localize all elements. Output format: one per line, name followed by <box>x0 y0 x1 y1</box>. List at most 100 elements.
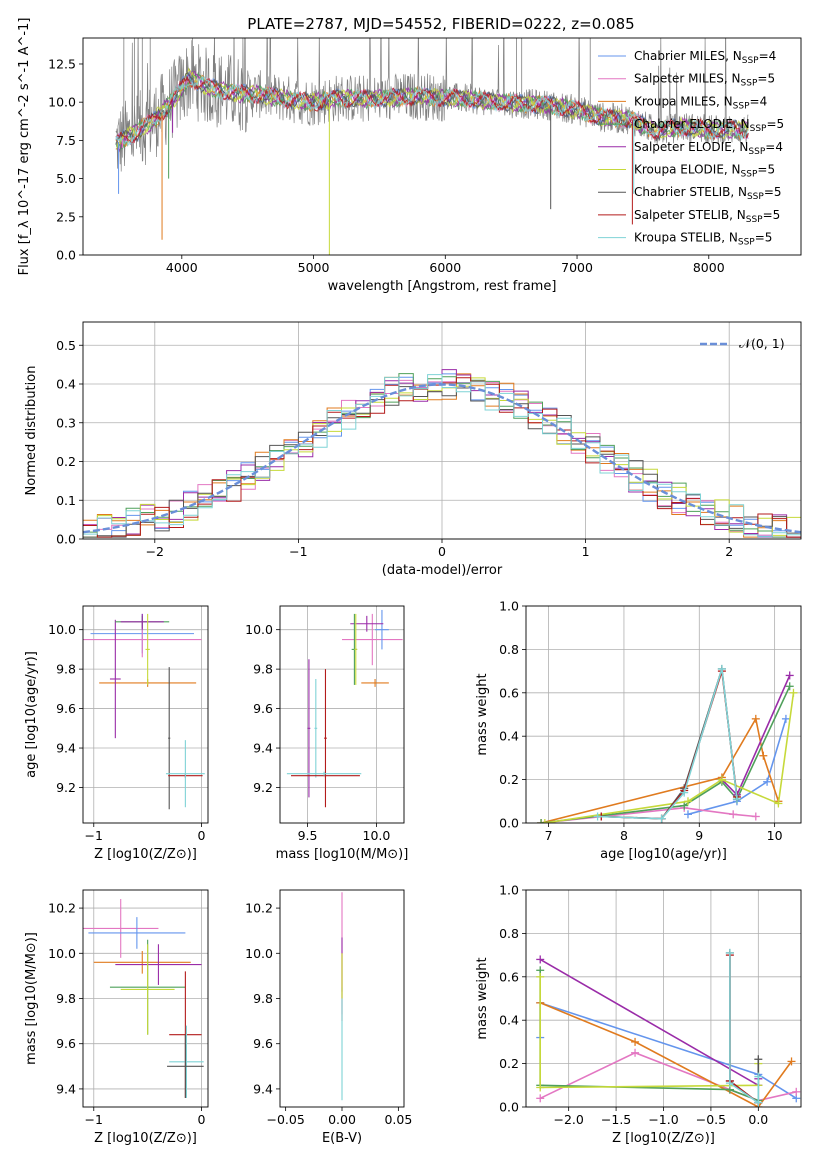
y-tick-label: 9.8 <box>56 991 76 1006</box>
x-tick-label: 0.00 <box>328 1112 356 1127</box>
x-tick-label: 7 <box>545 828 553 843</box>
weight-point-marker <box>792 1087 801 1096</box>
y-tick-label: 1.0 <box>499 599 519 614</box>
errorbar-point <box>167 1034 204 1098</box>
axes-frame <box>82 605 209 824</box>
x-tick-label: 8000 <box>693 260 725 275</box>
weight-series-line <box>601 668 738 820</box>
weight-series-line <box>539 976 760 1089</box>
weight-point-marker <box>536 1094 545 1103</box>
legend-label: Salpeter STELIB, NSSP=5 <box>634 208 780 225</box>
y-tick-label: 9.2 <box>56 780 76 795</box>
weight-series-line <box>541 685 791 823</box>
normal-reference-curve <box>83 383 801 534</box>
axes-frame <box>279 605 405 824</box>
x-tick-label: 5000 <box>298 260 330 275</box>
errorbar-point <box>169 1025 204 1098</box>
weight-point-marker <box>536 955 545 964</box>
y-tick-label: 9.2 <box>253 780 273 795</box>
y-tick-label: 9.8 <box>253 991 273 1006</box>
x-axis-label: wavelength [Angstrom, rest frame] <box>328 279 557 294</box>
y-tick-label: 0.1 <box>56 493 76 508</box>
y-tick-label: 0.0 <box>56 248 76 263</box>
y-tick-label: 0.4 <box>56 377 76 392</box>
errorbar-point <box>361 678 389 687</box>
spectrum-plot <box>115 38 749 255</box>
weight-point-marker <box>631 1037 640 1046</box>
y-axis-label: mass weight <box>475 957 490 1039</box>
age-vs-mass-panel: 9.5 10.0 9.2 9.4 9.6 9.8 10.0 mass [log10(M/M⊙)… <box>245 605 408 862</box>
y-tick-label: 0.2 <box>499 772 519 787</box>
weight-point-marker <box>593 812 602 821</box>
x-tick-label: 7000 <box>561 260 593 275</box>
spectrum-panel: 4000 5000 6000 7000 8000 0.0 2.5 5.0 7.5 10.0 12.5… <box>17 18 802 294</box>
errorbar-plot <box>83 613 205 810</box>
weight-point-marker <box>763 777 772 786</box>
weight-series-line <box>540 716 780 823</box>
errorbar-point <box>324 669 327 808</box>
y-axis-label: Flux [f_λ 10^-17 erg cm^-2 s^-1 A^-1] <box>17 18 32 276</box>
axes-frame <box>525 889 802 1108</box>
x-tick-label: 0 <box>198 828 206 843</box>
legend-label: Chabrier MILES, NSSP=4 <box>634 49 776 66</box>
weight-series-line <box>601 670 738 820</box>
y-axis-label: mass [log10(M/M⊙)] <box>24 932 39 1065</box>
y-tick-label: 0.0 <box>499 1100 519 1115</box>
y-tick-label: 9.4 <box>56 1081 76 1096</box>
figure-title: PLATE=2787, MJD=54552, FIBERID=0222, z=0… <box>247 15 634 33</box>
errorbar-point <box>120 613 164 630</box>
errorbar-point <box>120 944 175 1035</box>
y-tick-label: 9.8 <box>56 662 76 677</box>
x-tick-label: 9.5 <box>298 828 318 843</box>
weight-point-marker <box>540 819 549 823</box>
x-axis-label: Z [log10(Z/Z⊙)] <box>94 1131 197 1146</box>
weight-vs-Z-panel: −2.0 −1.5 −1.0 −0.5 0.0 0.0 0.2 0.4 0.6 0.8 1.0 Z [… <box>475 883 802 1146</box>
x-tick-label: −0.05 <box>266 1112 304 1127</box>
y-tick-label: 0.5 <box>56 338 76 353</box>
x-axis-label: (data-model)/error <box>382 563 503 578</box>
weight-point-marker <box>759 751 768 760</box>
errorbar-point <box>88 917 186 949</box>
errorbar-point <box>115 944 202 985</box>
x-axis-label: Z [log10(Z/Z⊙)] <box>94 847 197 862</box>
weight-point-marker <box>729 810 738 819</box>
x-tick-label: 0.0 <box>748 1112 768 1127</box>
y-tick-label: 10.0 <box>48 622 76 637</box>
y-tick-label: 0.0 <box>56 532 76 547</box>
y-tick-label: 0.0 <box>499 816 519 831</box>
x-tick-label: 6000 <box>429 260 461 275</box>
x-tick-label: −2 <box>146 544 164 559</box>
legend-label: Chabrier ELODIE, NSSP=5 <box>634 117 784 134</box>
y-tick-label: 9.6 <box>56 701 76 716</box>
legend-label: Salpeter ELODIE, NSSP=4 <box>634 140 783 157</box>
legend-label: Kroupa ELODIE, NSSP=5 <box>634 163 775 180</box>
y-tick-label: 0.4 <box>499 729 519 744</box>
legend-label: Kroupa STELIB, NSSP=5 <box>634 231 772 248</box>
y-tick-label: 5.0 <box>56 171 76 186</box>
weight-point-marker <box>754 1072 763 1081</box>
x-axis-label: Z [log10(Z/Z⊙)] <box>612 1131 715 1146</box>
weight-series-line <box>539 958 760 1087</box>
y-tick-label: 9.4 <box>253 741 273 756</box>
weight-point-marker <box>751 812 760 821</box>
y-tick-label: 9.6 <box>56 1036 76 1051</box>
y-tick-label: 9.8 <box>253 662 273 677</box>
weight-point-marker <box>717 775 726 784</box>
y-tick-label: 10.0 <box>245 946 273 961</box>
weight-point-marker <box>680 788 689 797</box>
x-tick-label: 1 <box>582 544 590 559</box>
x-tick-label: −2.0 <box>553 1112 583 1127</box>
x-tick-label: 0 <box>198 1112 206 1127</box>
weight-series-line <box>721 675 791 797</box>
axes-frame <box>279 889 405 1108</box>
y-tick-label: 9.6 <box>253 701 273 716</box>
weight-series-line <box>729 952 760 1105</box>
weight-point-marker <box>536 1083 545 1092</box>
y-tick-label: 10.0 <box>48 946 76 961</box>
axes-frame <box>82 37 802 256</box>
y-tick-label: 0.3 <box>56 415 76 430</box>
x-tick-label: −1.0 <box>648 1112 678 1127</box>
x-tick-label: −1 <box>85 1112 103 1127</box>
weight-point-marker <box>717 664 726 673</box>
y-tick-label: 2.5 <box>56 209 76 224</box>
